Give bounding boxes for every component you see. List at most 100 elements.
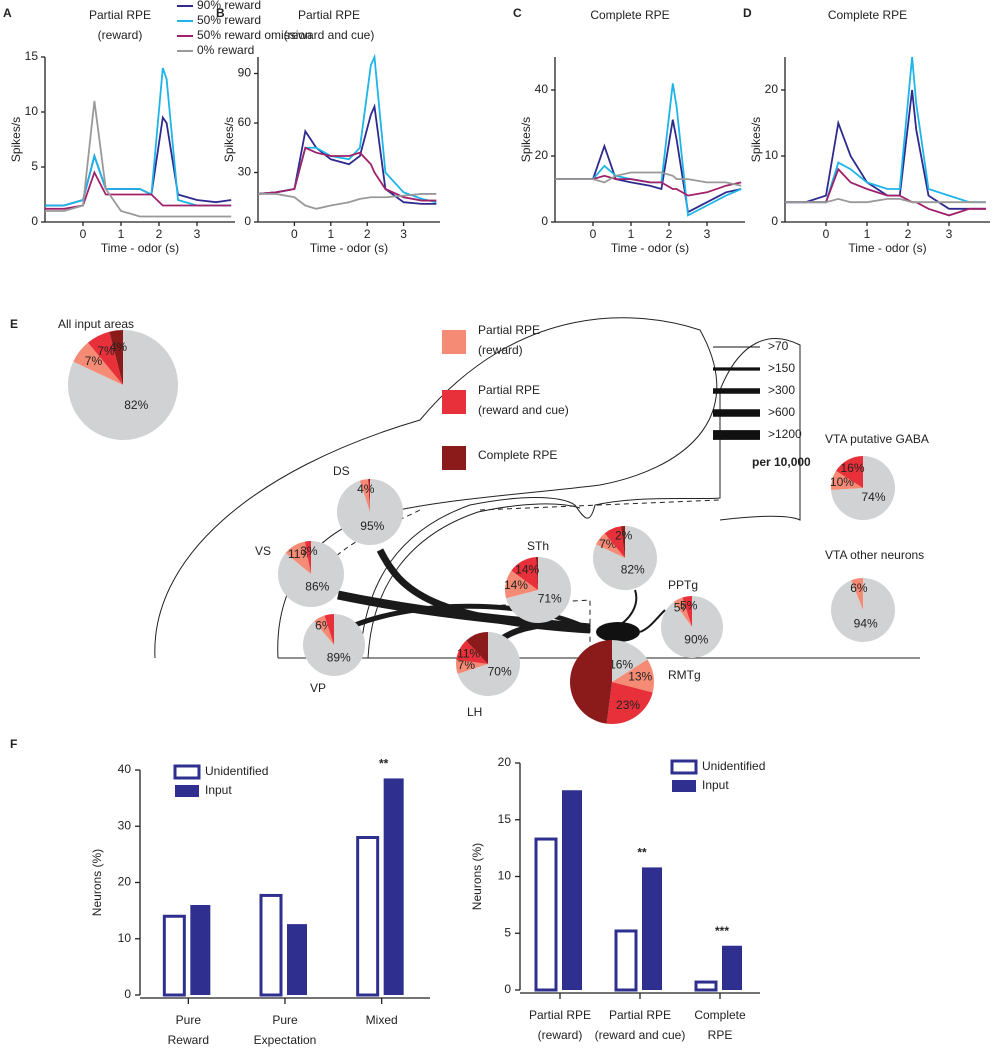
pie-value-label: 2% (615, 528, 633, 542)
dashed-line (479, 499, 721, 511)
bar (356, 836, 380, 997)
legend-swatch (442, 390, 466, 414)
y-tick-label: 30 (238, 165, 252, 179)
data-line (785, 197, 986, 204)
pie-value-label: 7% (97, 344, 115, 358)
pie-slice (606, 682, 653, 724)
pie-slice (682, 596, 692, 627)
data-line (555, 174, 742, 197)
width-legend-label: >300 (768, 383, 795, 397)
pie-label: LH (467, 705, 482, 719)
data-line (555, 171, 742, 187)
data-line (257, 146, 437, 202)
chart-title: (reward and cue) (284, 28, 375, 42)
legend-label: Input (205, 783, 232, 797)
x-tick-label: 2 (666, 227, 673, 241)
pie-slice (506, 557, 571, 623)
pie-slice (612, 659, 654, 693)
bar (534, 837, 558, 992)
data-line (785, 167, 986, 217)
pie-label: PPTg (668, 578, 698, 592)
pie-slice (73, 342, 123, 385)
y-axis-label: Spikes/s (222, 117, 236, 162)
x-tick-label: 1 (628, 227, 635, 241)
legend-label: (reward and cue) (478, 403, 569, 417)
y-tick-label: 40 (118, 762, 132, 776)
pie-label: VTA putative GABA (825, 432, 929, 446)
pie-slice (831, 456, 896, 520)
y-tick-label: 0 (244, 214, 251, 228)
data-line (785, 89, 986, 210)
y-axis-label: Spikes/s (9, 117, 23, 162)
data-line (258, 193, 437, 210)
y-tick-label: 20 (765, 82, 779, 96)
width-legend-label: >600 (768, 405, 795, 419)
x-tick-label: 1 (327, 227, 334, 241)
y-tick-label: 10 (498, 869, 512, 883)
pie-value-label: 82% (124, 398, 148, 412)
pie-slice (359, 479, 370, 512)
y-tick-label: 10 (765, 148, 779, 162)
x-tick-label: (reward and cue) (595, 1028, 686, 1042)
y-tick-label: 90 (238, 66, 252, 80)
pie-slice (596, 533, 625, 558)
pie-label: VTA other neurons (825, 548, 924, 562)
pie-value-label: 6% (850, 581, 868, 595)
pie-slice (505, 570, 538, 599)
significance-annotation: *** (715, 924, 729, 938)
pie-slice (511, 557, 538, 590)
bar (383, 778, 404, 995)
legend-swatch (670, 759, 698, 775)
pie-slice (612, 640, 648, 682)
pie-slice (67, 330, 178, 440)
x-tick-label: 2 (364, 227, 371, 241)
legend-label: 90% reward (197, 0, 261, 12)
pie-value-label: 70% (488, 665, 512, 679)
legend-swatch (173, 764, 201, 780)
width-legend-note: per 10,000 (752, 455, 811, 469)
pie-slice (456, 640, 488, 664)
pie-value-label: 71% (538, 591, 562, 605)
x-tick-label: (reward) (538, 1028, 583, 1042)
y-tick-label: 5 (504, 925, 511, 939)
y-tick-label: 15 (25, 49, 39, 63)
pie-value-label: 23% (616, 698, 640, 712)
x-tick-label: 2 (905, 227, 912, 241)
y-tick-label: 30 (118, 818, 132, 832)
pie-slice (466, 632, 488, 664)
data-line (555, 83, 742, 217)
significance-annotation: ** (637, 846, 647, 860)
y-tick-label: 15 (498, 812, 512, 826)
legend-label: Partial RPE (478, 323, 540, 337)
panel-letter: B (216, 6, 225, 20)
y-tick-label: 10 (118, 931, 132, 945)
bar (642, 867, 662, 990)
pie-value-label: 86% (305, 580, 329, 594)
y-tick-label: 20 (498, 755, 512, 769)
pie-value-label: 95% (360, 519, 384, 533)
y-tick-label: 0 (504, 982, 511, 996)
pie-slice (304, 541, 311, 574)
pie-value-label: 13% (628, 670, 652, 684)
chart-title: Partial RPE (89, 8, 151, 22)
y-tick-label: 10 (25, 104, 39, 118)
pie-slice (673, 597, 692, 627)
data-line (45, 100, 232, 218)
significance-annotation: ** (379, 757, 389, 771)
x-tick-label: Expectation (254, 1033, 317, 1047)
pie-label: VS (255, 544, 271, 558)
pie-value-label: 4% (357, 482, 375, 496)
pie-value-label: 7% (85, 354, 103, 368)
legend-label: (reward) (478, 343, 523, 357)
bar (287, 924, 307, 995)
y-tick-label: 20 (535, 148, 549, 162)
chart-title: Complete RPE (590, 8, 669, 22)
rmtg-target (596, 622, 640, 642)
data-line (785, 56, 986, 204)
x-tick-label: 1 (864, 227, 871, 241)
y-tick-label: 0 (541, 214, 548, 228)
x-tick-label: 3 (400, 227, 407, 241)
pie-label: RMTg (668, 668, 701, 682)
pie-label: DS (333, 464, 350, 478)
